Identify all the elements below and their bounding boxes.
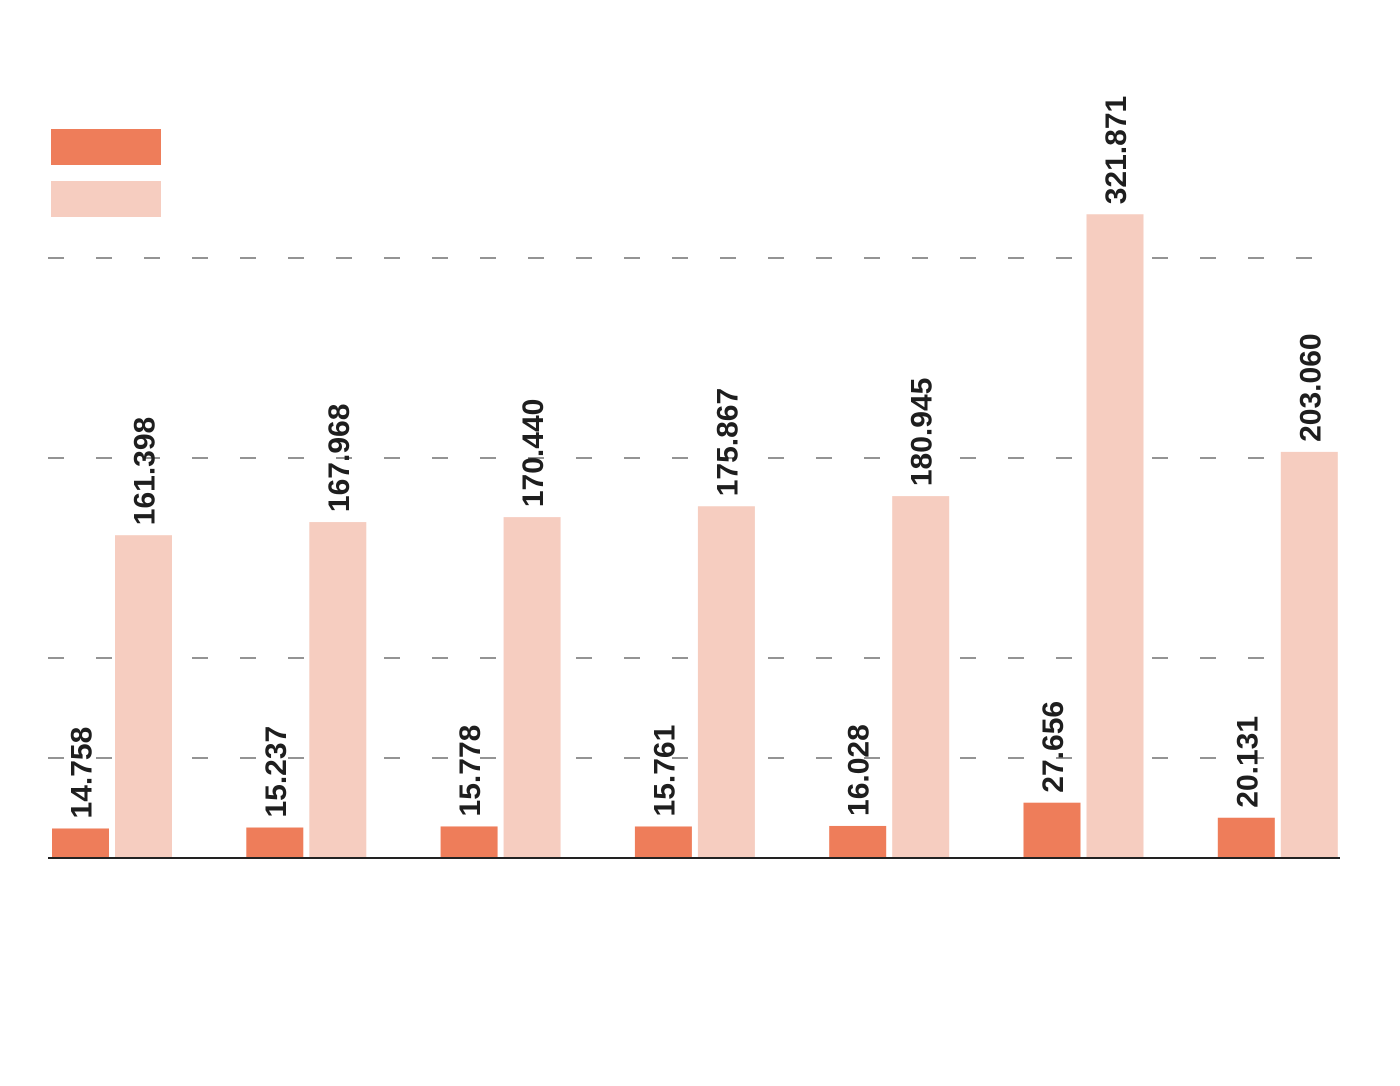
data-label-s2-c1: 161.398 [129, 417, 162, 525]
data-label-s1-c2: 15.237 [260, 726, 293, 818]
data-label-s2-c5: 180.945 [906, 378, 939, 486]
data-label-s1-c5: 16.028 [843, 724, 876, 816]
legend-swatch-1 [51, 129, 161, 165]
data-labels: 14.758 15.237 15.778 15.761 16.028 27.656 20.1… [66, 96, 1328, 819]
bar-s2-c3 [503, 517, 561, 858]
data-label-s2-c7: 203.060 [1294, 333, 1327, 441]
bar-s1-c7 [1217, 817, 1275, 858]
bar-s2-c4 [697, 506, 755, 858]
bar-s1-c1 [52, 828, 109, 858]
bar-s1-c5 [829, 825, 887, 858]
data-label-s2-c6: 321.871 [1100, 96, 1133, 204]
legend-swatch-2 [51, 181, 161, 217]
bar-s2-c6 [1086, 214, 1144, 858]
bar-s1-c6 [1023, 802, 1081, 858]
data-label-s2-c3: 170.440 [517, 399, 550, 507]
data-label-s1-c3: 15.778 [454, 725, 487, 817]
bar-s2-c5 [892, 496, 950, 858]
data-label-s1-c6: 27.656 [1037, 701, 1070, 793]
data-label-s2-c4: 175.867 [711, 388, 744, 496]
bar-s2-c2 [309, 522, 367, 858]
data-label-s1-c4: 15.761 [648, 725, 681, 817]
bar-s2-c1 [115, 535, 172, 858]
data-label-s2-c2: 167.968 [323, 404, 356, 512]
bar-s1-c2 [246, 827, 304, 858]
gridlines [48, 257, 1340, 759]
data-label-s1-c1: 14.758 [66, 727, 99, 819]
bar-s1-c4 [634, 826, 692, 858]
bar-s2-c7 [1280, 451, 1338, 858]
bar-s1-c3 [440, 826, 498, 858]
data-label-s1-c7: 20.131 [1231, 716, 1264, 808]
bars [52, 214, 1338, 858]
legend [51, 129, 161, 217]
